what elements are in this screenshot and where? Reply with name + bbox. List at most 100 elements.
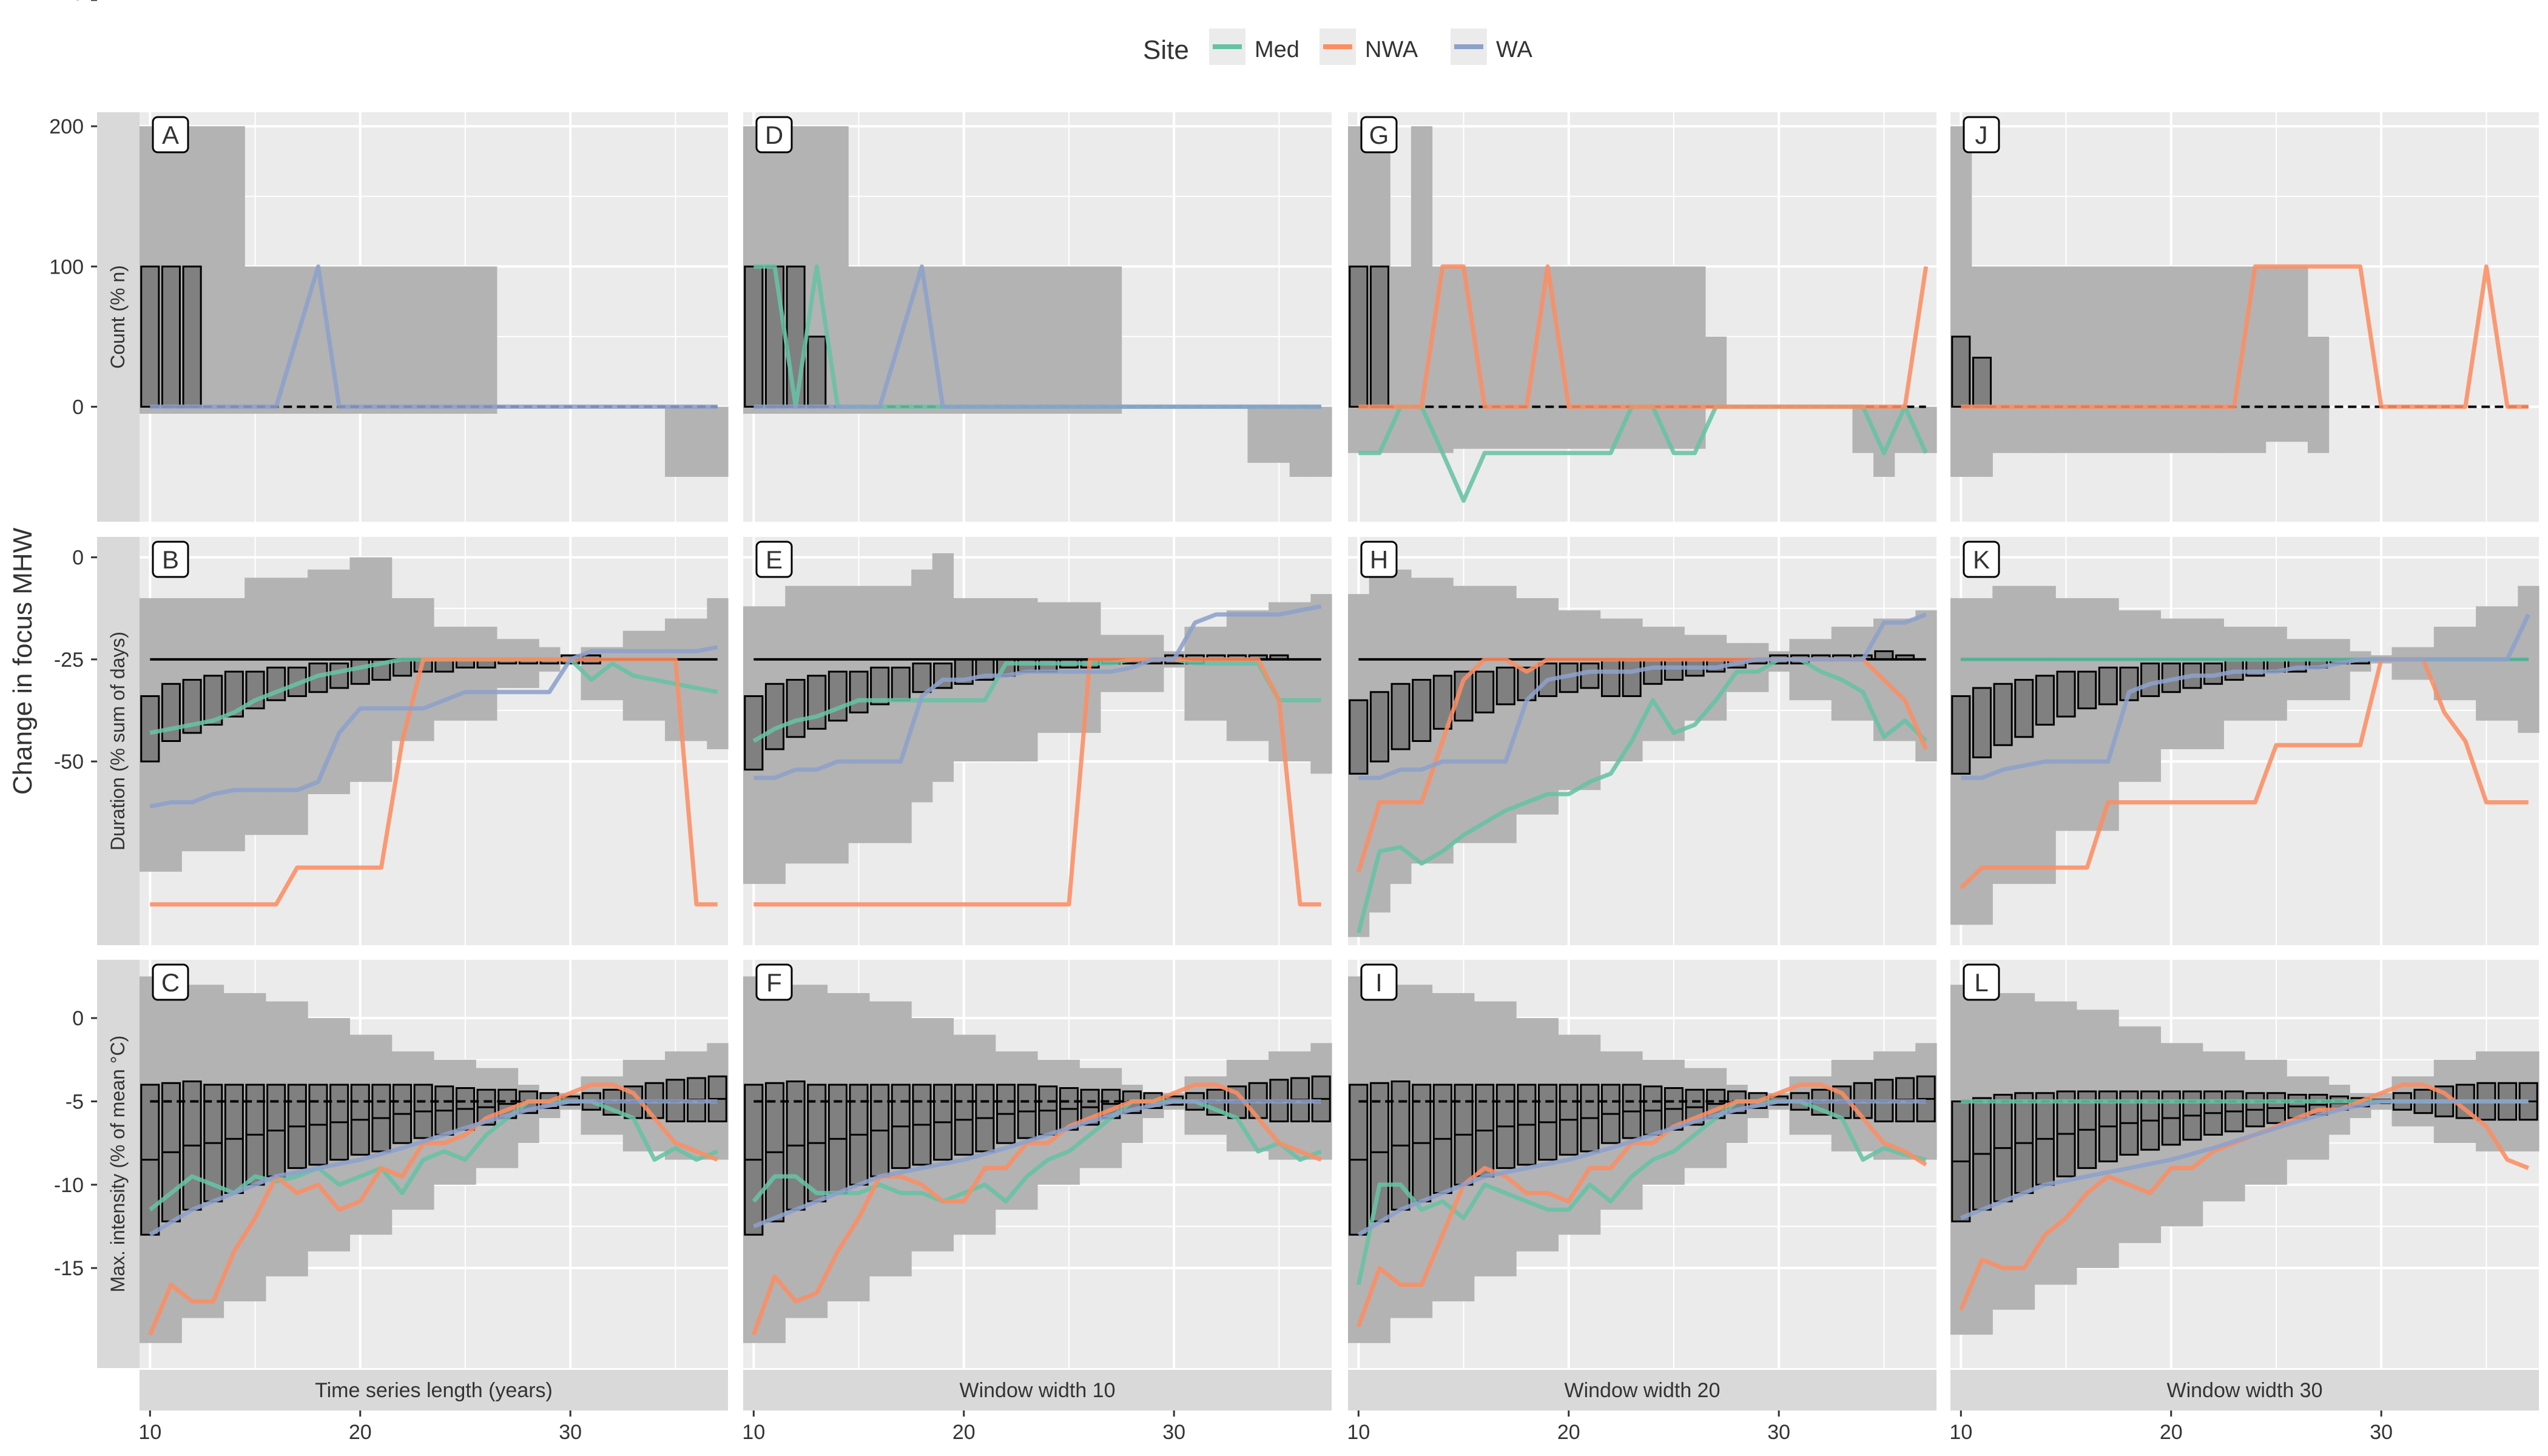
x-tick-label: 10 <box>1347 1421 1370 1444</box>
tag-label: H <box>1370 545 1388 574</box>
envelope-bar <box>1537 266 1559 449</box>
box <box>1369 691 1390 763</box>
envelope-bar <box>2160 266 2182 453</box>
envelope-bar <box>476 266 497 414</box>
envelope-bar <box>932 266 954 414</box>
tag-label: C <box>161 968 180 997</box>
box <box>161 265 181 408</box>
series-line-nwa <box>1358 264 1929 409</box>
box <box>2098 666 2118 706</box>
panel-tag: F <box>755 963 793 1001</box>
envelope-bar <box>1016 266 1038 414</box>
box <box>140 695 160 763</box>
envelope-bar <box>1789 639 1811 701</box>
box <box>182 265 202 408</box>
panel-L: L <box>1950 960 2540 1368</box>
envelope-bar <box>2097 266 2119 453</box>
envelope-bar <box>2391 647 2413 680</box>
box <box>329 662 349 689</box>
series-line-wa <box>149 1099 718 1237</box>
tag-box <box>152 963 189 1001</box>
box <box>1412 679 1432 743</box>
envelope-bar <box>1915 406 1937 453</box>
x-tick-label: 30 <box>559 1421 582 1444</box>
envelope-bar <box>1269 602 1290 762</box>
legend-item-med: Med <box>1209 29 1299 65</box>
envelope-bar <box>391 266 413 414</box>
series-line-nwa <box>148 1082 718 1336</box>
envelope-bar <box>1432 266 1454 453</box>
envelope-bar <box>2496 606 2518 721</box>
envelope-bar <box>2265 266 2287 442</box>
envelope-bar <box>707 406 729 477</box>
panel-I: I <box>1348 960 1937 1368</box>
envelope-bar <box>2307 336 2330 453</box>
row-strip <box>97 537 140 945</box>
envelope-bar <box>827 585 849 864</box>
series-line-wa <box>1960 1099 2529 1221</box>
x-tick-label: 30 <box>1767 1421 1790 1444</box>
envelope-bar <box>1600 266 1622 449</box>
tag-box <box>755 963 793 1001</box>
envelope-bar <box>1310 406 1332 477</box>
envelope-bar <box>265 578 288 835</box>
column-strip <box>743 1370 1332 1410</box>
tag-box <box>755 541 793 578</box>
series-line-nwa <box>1357 1082 1927 1327</box>
series-line-nwa <box>753 657 1321 907</box>
y-tick-label: 25 <box>61 0 84 5</box>
panel-tag: C <box>152 963 189 1001</box>
x-tick-label: 30 <box>2370 1421 2393 1444</box>
box <box>2035 675 2055 726</box>
tag-label: I <box>1375 968 1383 997</box>
box <box>807 675 827 730</box>
envelope-bar <box>1474 585 1496 843</box>
row-strip <box>97 112 140 522</box>
series-line-med <box>752 657 1321 743</box>
envelope-bar <box>1684 635 1706 721</box>
x-tick-label: 30 <box>1162 1421 1185 1444</box>
panel-tag: B <box>152 541 189 578</box>
envelope-bar <box>644 630 666 721</box>
envelope-bar <box>2245 266 2267 453</box>
box <box>1369 265 1390 408</box>
row-strip-label: Duration (% sum of days) <box>107 632 129 851</box>
envelope-bar <box>371 266 393 414</box>
envelope-bar <box>869 266 891 414</box>
box <box>933 662 953 689</box>
envelope-bar <box>2287 266 2308 442</box>
envelope-bar <box>953 266 975 414</box>
box <box>2056 670 2076 718</box>
envelope-bar <box>1579 610 1601 790</box>
envelope-bar <box>244 266 266 414</box>
envelope-bar <box>1226 610 1249 741</box>
envelope-bar <box>349 266 371 414</box>
envelope-bar <box>1684 266 1706 449</box>
legend-item-nwa: NWA <box>1320 29 1418 65</box>
panel-tag: A <box>152 116 189 153</box>
series-line-wa <box>1358 612 1927 780</box>
envelope-bar <box>974 266 996 414</box>
legend: Site Med NWA WA <box>1143 29 1532 65</box>
box <box>807 335 827 408</box>
y-tick-label: -5 <box>66 1090 84 1113</box>
envelope-bar <box>223 598 245 852</box>
panel-B: B <box>140 537 729 945</box>
tag-box <box>1963 541 2000 578</box>
box <box>912 662 932 693</box>
envelope-bar <box>223 126 245 414</box>
column-strip <box>1950 1370 2539 1410</box>
panel-E: E <box>743 537 1332 945</box>
envelope-bar <box>1269 406 1290 463</box>
x-tick-label: 20 <box>1557 1421 1580 1444</box>
series-line-wa <box>1961 613 2530 780</box>
envelope-bar <box>413 266 434 414</box>
envelope-bar <box>1453 266 1475 449</box>
series-line-med <box>752 1099 1322 1204</box>
envelope-bar <box>686 406 707 477</box>
box <box>744 695 764 771</box>
series-line-wa <box>753 604 1322 780</box>
panel-C: C <box>140 960 729 1368</box>
y-tick-label: 200 <box>49 115 84 138</box>
